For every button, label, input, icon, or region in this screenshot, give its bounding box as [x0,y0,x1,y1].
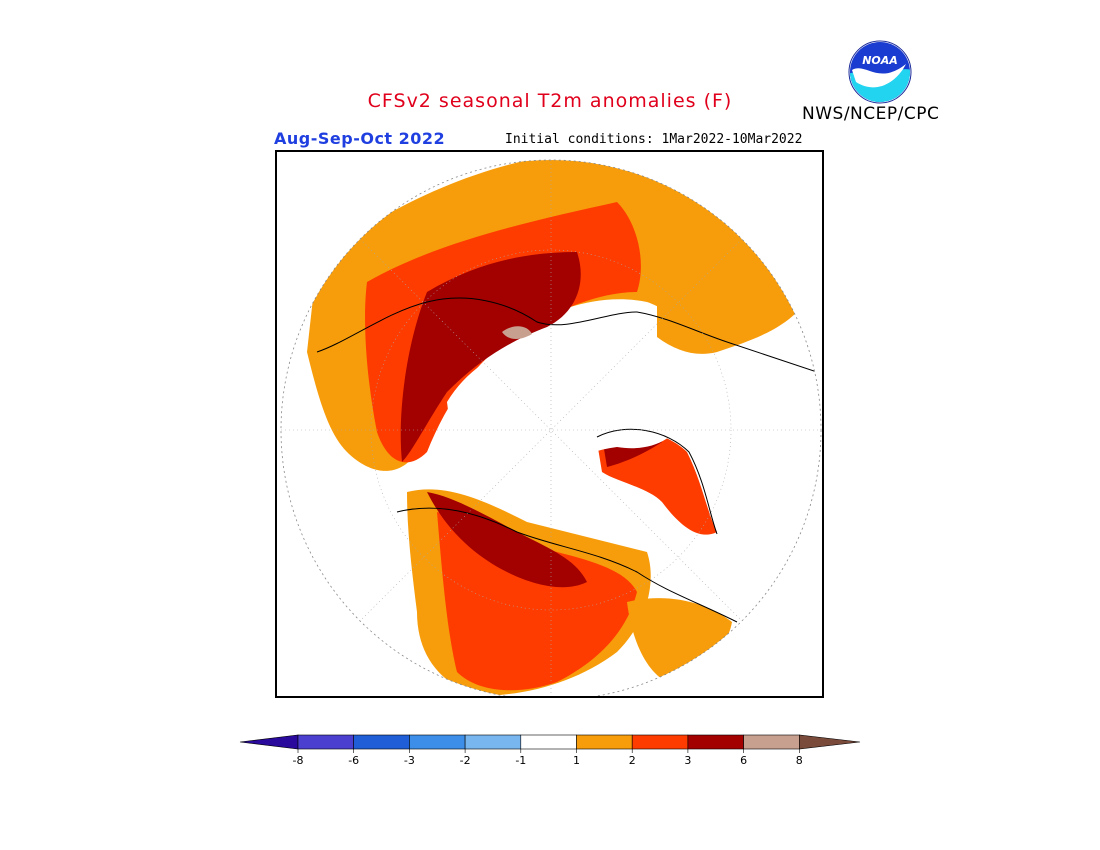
legend-tick-label: -2 [460,754,471,767]
legend-bin [576,734,633,750]
coastline-eurasia [316,297,818,373]
legend-arrow-high [798,734,861,750]
legend-bin [631,734,689,750]
legend-bin [353,734,410,750]
anomaly-patch-brown [502,326,532,339]
legend-bin [409,734,466,750]
legend-bins [239,734,861,750]
legend-tick-label: -8 [293,754,304,767]
legend-bin [297,734,355,750]
initial-conditions: Initial conditions: 1Mar2022-10Mar2022 [505,132,803,147]
legend-tick-label: -1 [515,754,526,767]
legend-tick-label: 6 [740,754,747,767]
forecast-period: Aug-Sep-Oct 2022 [274,129,446,148]
agency-label: NWS/NCEP/CPC [802,104,940,124]
arctic-neutral-region [447,336,687,483]
anomaly-map [280,159,822,696]
eurasia-dark-red-core [400,252,581,462]
legend-bin [687,734,744,750]
legend-tick-label: 1 [573,754,580,767]
coastline-greenland [596,428,718,535]
legend-bin [743,734,800,750]
legend-ticks: -8 -6 -3 -2 -1 1 2 3 6 8 [293,749,803,767]
color-legend: -8 -6 -3 -2 -1 1 2 3 6 8 [239,734,861,767]
svg-text:NOAA: NOAA [862,54,898,67]
polar-map [275,150,824,698]
legend-tick-label: 8 [796,754,803,767]
legend-bin [520,734,577,750]
legend-bin [464,734,522,750]
map-title: CFSv2 seasonal T2m anomalies (F) [367,90,733,112]
noaa-logo: NOAA [848,40,912,104]
legend-tick-label: 3 [684,754,691,767]
east-north-america-warm [627,598,732,682]
north-america-dark-core [427,492,587,588]
legend-arrow-low [239,734,299,750]
legend-tick-label: 2 [629,754,636,767]
legend-tick-label: -6 [348,754,359,767]
east-warm-region [657,292,797,354]
graticule-60n [370,249,732,611]
coastline-north-america [396,507,738,623]
legend-tick-label: -3 [404,754,415,767]
